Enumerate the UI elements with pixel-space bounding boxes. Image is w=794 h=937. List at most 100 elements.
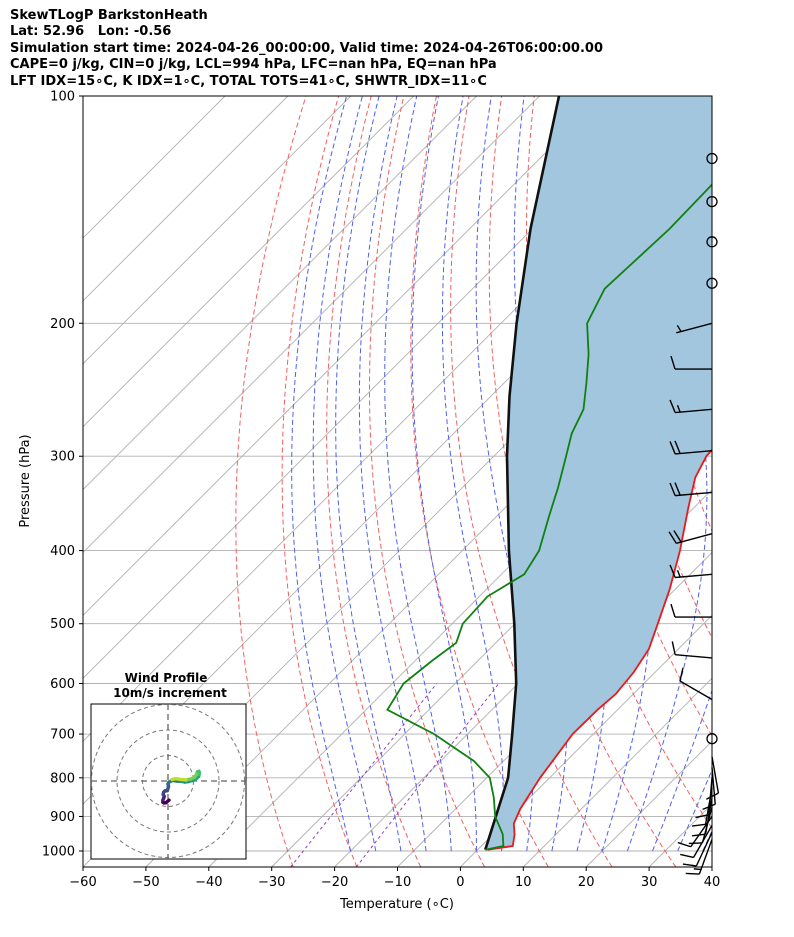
barb-staff [675, 573, 713, 579]
barb-staff [704, 797, 713, 835]
y-tick-label: 700 [50, 728, 75, 743]
barb-full-flag [670, 603, 676, 618]
wind-barb [685, 839, 713, 875]
x-tick-label: −10 [384, 875, 411, 890]
time-line: Simulation start time: 2024-04-26_00:00:… [10, 40, 603, 56]
wind-barb [679, 667, 713, 701]
x-tick-label: 10 [515, 875, 532, 890]
barb-full-flag [702, 803, 716, 811]
isotherm-line [460, 614, 712, 867]
wind-barb [695, 777, 713, 819]
isotherm-line [522, 677, 712, 867]
isotherm-line [334, 488, 712, 867]
y-tick-label: 500 [50, 617, 75, 632]
moist-adiabat-line [411, 96, 477, 851]
wind-barb [676, 322, 713, 334]
y-tick-label: 100 [50, 90, 75, 105]
barb-full-flag [668, 531, 677, 544]
dry-adiabat-line [450, 96, 613, 867]
moist-adiabat-line [652, 689, 712, 852]
barb-staff [708, 777, 713, 815]
wind-barb [670, 603, 712, 618]
dry-adiabat-line [235, 96, 307, 867]
barb-staff [675, 408, 713, 414]
wind-barb [669, 564, 713, 579]
barb-staff [675, 491, 713, 497]
cin-fill-area [485, 96, 712, 850]
y-tick-label: 600 [50, 677, 75, 692]
x-tick-label: −40 [195, 875, 222, 890]
barb-full-flag [673, 530, 682, 543]
dry-adiabat-line [369, 96, 485, 867]
wind-barb [669, 482, 713, 497]
barb-full-flag [691, 833, 706, 837]
barb-full-flag [695, 814, 709, 819]
barb-full-flag [680, 853, 694, 859]
wind-barb [691, 797, 713, 837]
moist-adiabat-line [441, 96, 504, 851]
sounding-profiles [386, 96, 712, 851]
wind-barb [669, 399, 713, 414]
wind-barb [702, 767, 716, 811]
dry-adiabat-line [730, 96, 794, 867]
x-tick-label: −30 [258, 875, 285, 890]
y-tick-label: 300 [50, 450, 75, 465]
wind-barb [671, 641, 713, 659]
barb-staff [711, 756, 720, 794]
barb-half-flag [676, 405, 681, 413]
moist-adiabat-line [601, 96, 654, 852]
barb-half-flag [676, 570, 681, 578]
isotherm-line [83, 96, 540, 554]
x-axis-label: Temperature (∘C) [339, 897, 454, 912]
x-tick-label: 40 [704, 875, 721, 890]
y-tick-label: 400 [50, 544, 75, 559]
dry-adiabat-line [281, 96, 358, 867]
barb-full-flag [670, 355, 676, 370]
barb-staff [676, 322, 713, 334]
barb-half-flag [693, 868, 702, 871]
isotherm-line [711, 866, 712, 867]
x-tick-label: −20 [321, 875, 348, 890]
barb-full-flag [691, 823, 706, 827]
axis-ticks: −60 −50 −40 −30 −20 −10 0 10 20 30 40 100 200 300 400 5… [42, 90, 720, 891]
barb-full-flag [671, 641, 676, 655]
barb-full-flag [669, 399, 676, 413]
y-tick-label: 200 [50, 317, 75, 332]
moist-adiabat-line [291, 96, 352, 852]
x-tick-label: 30 [641, 875, 658, 890]
wind-barb [670, 355, 712, 370]
cape-cin-shading [485, 96, 712, 850]
barb-staff [675, 450, 713, 455]
indices-line-2: LFT IDX=15∘C, K IDX=1∘C, TOTAL TOTS=41∘C… [10, 73, 487, 89]
mixing-ratio-line [355, 683, 500, 867]
moist-adiabat-line [358, 96, 427, 852]
barb-full-flag [669, 564, 676, 578]
dewpoint-line [386, 183, 712, 851]
barb-full-flag [669, 482, 676, 496]
barb-half-flag [676, 324, 682, 332]
chart-title: SkewTLogP BarkstonHeath [10, 8, 208, 23]
hodograph-plot [91, 704, 246, 859]
barb-full-flag [669, 441, 676, 455]
barb-full-flag [685, 872, 700, 875]
barb-staff [711, 767, 716, 805]
isotherm-line [83, 96, 226, 239]
y-tick-label: 900 [50, 810, 75, 825]
isotherm-line [83, 96, 352, 365]
dry-adiabat-line [410, 96, 549, 867]
moist-adiabat-line [677, 768, 712, 852]
barb-full-flag [677, 841, 691, 848]
moist-adiabat-line [728, 96, 794, 851]
barb-staff [695, 832, 713, 867]
moist-adiabat-line [384, 96, 452, 851]
x-tick-label: 0 [456, 875, 464, 890]
y-tick-label: 1000 [42, 845, 75, 860]
isotherm-line [83, 96, 603, 617]
barb-staff [675, 654, 713, 659]
indices-line-1: CAPE=0 j/kg, CIN=0 j/kg, LCL=994 hPa, LF… [10, 57, 497, 73]
y-axis-label: Pressure (hPa) [18, 434, 33, 527]
isotherm-line [83, 96, 477, 491]
hodograph-title: Wind Profile [125, 671, 208, 685]
wind-barb [682, 832, 713, 867]
